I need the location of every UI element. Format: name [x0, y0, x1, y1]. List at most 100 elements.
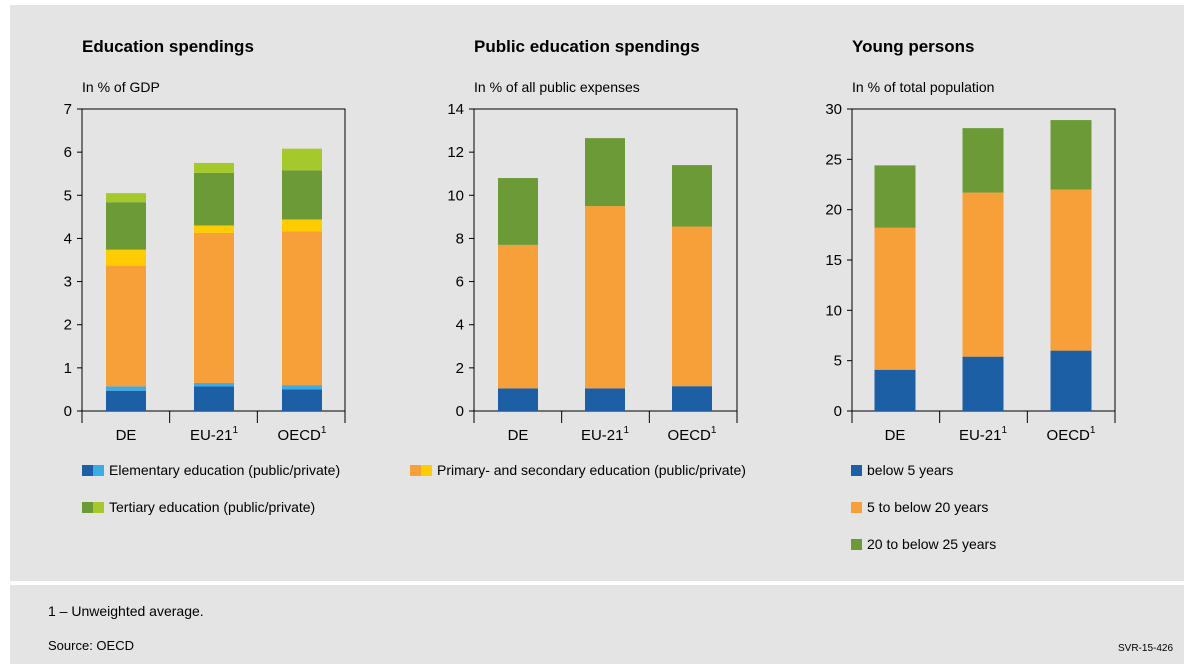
- chart1-bar-segment: [282, 170, 322, 220]
- chart1-category-label: OECD1: [278, 425, 327, 444]
- chart1-ytick-label: 7: [64, 101, 72, 118]
- chart1-bar-segment: [194, 162, 234, 173]
- legend-item-below-5: below 5 years: [851, 462, 953, 478]
- chart2-ytick-label: 4: [456, 317, 464, 334]
- chart2-unit-label: In % of all public expenses: [474, 79, 640, 95]
- chart1-bar-segment: [282, 389, 322, 411]
- chart3-ytick-label: 25: [825, 151, 842, 168]
- chart1-bar-segment: [282, 219, 322, 232]
- chart1-unit-label: In % of GDP: [82, 79, 160, 95]
- chart1-bar-segment: [194, 386, 234, 411]
- legend-label-5-to-20: 5 to below 20 years: [867, 499, 989, 515]
- chart2-category-label: OECD1: [668, 425, 717, 444]
- legend-swatch-elementary-private: [93, 464, 104, 476]
- chart2-bar-segment: [585, 388, 625, 411]
- legend-swatch-primary-private: [421, 464, 432, 476]
- chart2-category-label: DE: [508, 427, 529, 444]
- chart3-bar-segment: [962, 192, 1004, 357]
- chart3-bar-segment: [874, 227, 916, 370]
- chart3-category-label: EU-211: [959, 425, 1008, 444]
- legend-swatch-20-to-25: [851, 538, 862, 550]
- chart2-ytick-label: 12: [447, 144, 464, 161]
- footer-panel: [10, 585, 1184, 664]
- legend-swatch-tertiary-private: [93, 501, 104, 513]
- chart1-bar-segment: [106, 249, 146, 266]
- chart3-ytick-label: 5: [834, 353, 842, 370]
- chart1-ytick-label: 5: [64, 187, 72, 204]
- legend-label-20-to-25: 20 to below 25 years: [867, 536, 997, 552]
- chart3-ytick-label: 20: [825, 202, 842, 219]
- chart1-bar-segment: [106, 202, 146, 250]
- chart3-ytick-label: 10: [825, 302, 842, 319]
- chart1-ytick-label: 0: [64, 403, 72, 420]
- legend-swatch-tertiary-public: [82, 501, 93, 513]
- legend-item-primary-secondary: Primary- and secondary education (public…: [410, 462, 746, 478]
- chart1-bar-segment: [106, 390, 146, 411]
- source-note: Source: OECD: [48, 638, 134, 653]
- chart1-ytick-label: 6: [64, 144, 72, 161]
- chart3-bar-segment: [874, 369, 916, 411]
- chart1-bar-segment: [282, 148, 322, 171]
- legend-label-elementary: Elementary education (public/private): [109, 462, 341, 478]
- legend-item-5-to-20: 5 to below 20 years: [851, 499, 988, 515]
- chart2-ytick-label: 6: [456, 274, 464, 291]
- legend-swatch-primary-public: [410, 464, 421, 476]
- chart3-bar-segment: [962, 356, 1004, 411]
- legend-item-elementary: Elementary education (public/private): [82, 462, 340, 478]
- legend-swatch-5-to-20: [851, 501, 862, 513]
- legend-item-tertiary: Tertiary education (public/private): [82, 499, 315, 515]
- chart2-ytick-label: 2: [456, 360, 464, 377]
- legend-swatch-below-5: [851, 464, 862, 476]
- chart3-title: Young persons: [852, 37, 975, 56]
- chart2-ytick-label: 14: [447, 101, 464, 118]
- chart3-bar-segment: [1050, 350, 1092, 411]
- chart1-bar-segment: [282, 385, 322, 390]
- figure-code: SVR-15-426: [1118, 643, 1174, 654]
- chart2-ytick-label: 0: [456, 403, 464, 420]
- chart1-category-label: DE: [116, 427, 137, 444]
- chart2-title: Public education spendings: [474, 37, 700, 56]
- footnote: 1 – Unweighted average.: [48, 603, 204, 619]
- chart3-ytick-label: 0: [834, 403, 842, 420]
- chart1-bar-segment: [106, 193, 146, 203]
- chart2-bar-segment: [498, 178, 538, 245]
- legend-label-below-5: below 5 years: [867, 462, 954, 478]
- chart3-ytick-label: 15: [825, 252, 842, 269]
- chart2-category-label: EU-211: [581, 425, 630, 444]
- chart3-bar-segment: [874, 165, 916, 228]
- chart1-bar-segment: [194, 172, 234, 226]
- legend-item-20-to-25: 20 to below 25 years: [851, 536, 996, 552]
- chart3-category-label: DE: [885, 427, 906, 444]
- legend-label-tertiary: Tertiary education (public/private): [109, 499, 316, 515]
- chart2-bar-segment: [672, 165, 712, 227]
- chart2-bar-segment: [585, 138, 625, 207]
- chart1-bar-segment: [194, 232, 234, 383]
- legend-label-primary-secondary: Primary- and secondary education (public…: [437, 462, 746, 478]
- chart1-bar-segment: [194, 225, 234, 233]
- chart2-bar-segment: [585, 206, 625, 389]
- chart1-bar-segment: [106, 265, 146, 387]
- chart1-title: Education spendings: [82, 37, 254, 56]
- chart2-bar-segment: [672, 226, 712, 387]
- chart3-bar-segment: [1050, 189, 1092, 351]
- chart1-ytick-label: 1: [64, 360, 72, 377]
- chart2-ytick-label: 10: [447, 187, 464, 204]
- chart1-ytick-label: 3: [64, 274, 72, 291]
- chart2-bar-segment: [672, 386, 712, 411]
- legend-swatch-elementary-public: [82, 464, 93, 476]
- chart1-category-label: EU-211: [190, 425, 239, 444]
- chart2-bar-segment: [498, 244, 538, 389]
- chart3-unit-label: In % of total population: [852, 79, 995, 95]
- chart1-ytick-label: 4: [64, 230, 72, 247]
- chart1-bar-segment: [282, 231, 322, 386]
- chart3-bar-segment: [962, 128, 1004, 193]
- chart1-bar-segment: [106, 386, 146, 391]
- chart2-ytick-label: 8: [456, 230, 464, 247]
- chart3-category-label: OECD1: [1047, 425, 1096, 444]
- chart1-ytick-label: 2: [64, 317, 72, 334]
- chart3-ytick-label: 30: [825, 101, 842, 118]
- chart2-bar-segment: [498, 388, 538, 411]
- chart1-bar-segment: [194, 382, 234, 387]
- chart3-bar-segment: [1050, 120, 1092, 190]
